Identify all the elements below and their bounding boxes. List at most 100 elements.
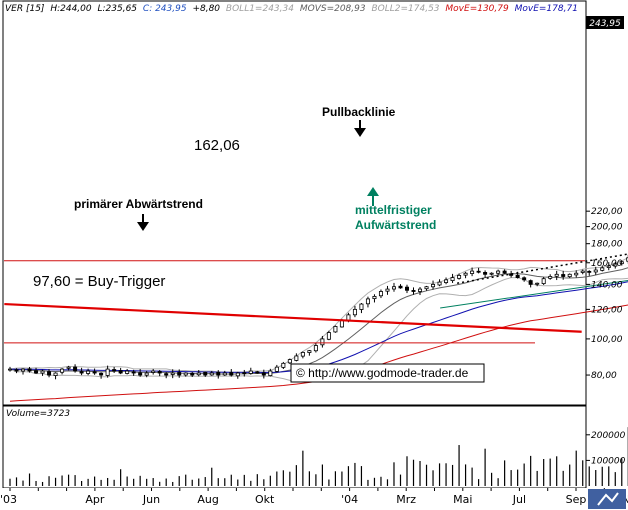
candle <box>554 270 559 281</box>
time-tick-label: Apr <box>85 493 105 506</box>
candle-body <box>261 372 266 376</box>
candle <box>528 279 533 288</box>
candle <box>470 267 475 277</box>
candle-body <box>626 257 628 262</box>
candle <box>535 282 540 287</box>
candle <box>457 273 462 280</box>
candle <box>177 369 182 378</box>
time-tick-label: Jun <box>142 493 160 506</box>
copyright-text: © http://www.godmode-trader.de <box>296 366 469 380</box>
candle <box>248 367 253 375</box>
volume-bars <box>9 427 628 486</box>
candle <box>274 364 279 373</box>
candle <box>561 270 566 280</box>
moving-average-slow-line <box>9 304 628 402</box>
price-tick-label: 160,00 <box>591 259 623 269</box>
candle-body <box>79 371 84 374</box>
candle-body <box>359 303 364 310</box>
candle-body <box>144 372 149 376</box>
candle-body <box>27 368 32 372</box>
candle-body <box>535 282 540 285</box>
candle-body <box>587 270 592 273</box>
volume-tick-label: 200000 <box>591 431 626 441</box>
candle <box>541 276 546 286</box>
candle-body <box>313 345 318 352</box>
candle-body <box>53 372 58 376</box>
uptrend-label-2: Aufwärtstrend <box>355 218 436 232</box>
candle <box>196 370 201 377</box>
volume-title: Volume=3723 <box>6 409 70 419</box>
candle <box>21 368 26 375</box>
candle-body <box>365 298 370 305</box>
candle-body <box>418 288 423 292</box>
candle <box>313 342 318 353</box>
volume-axis: 200000 100000 <box>586 431 626 466</box>
candle <box>489 272 494 276</box>
candle <box>183 372 188 377</box>
candle-body <box>437 281 442 286</box>
candle-body <box>496 270 501 274</box>
candle-body <box>489 272 494 275</box>
candle <box>235 371 240 379</box>
candle <box>606 262 611 271</box>
candle <box>418 287 423 296</box>
candle-body <box>352 308 357 316</box>
candle-body <box>333 326 338 333</box>
candle-body <box>528 280 533 285</box>
candle-body <box>40 370 45 374</box>
candle-body <box>216 371 221 376</box>
candle <box>151 368 156 375</box>
time-tick-label: Mai <box>453 493 472 506</box>
pullback-arrow <box>354 120 366 137</box>
candles <box>7 254 628 380</box>
candle <box>522 276 527 282</box>
candle-body <box>235 372 240 377</box>
candle-body <box>92 371 97 374</box>
bollinger-upper-line <box>9 257 628 373</box>
candle <box>294 353 299 362</box>
candle <box>99 372 104 379</box>
candle-body <box>509 273 514 276</box>
candle-body <box>405 286 410 291</box>
time-tick-label: Okt <box>255 493 275 506</box>
candle <box>164 372 169 379</box>
candle-body <box>431 283 436 288</box>
candle <box>300 351 305 359</box>
last-price-tag: 243,95 <box>586 16 624 29</box>
candle-body <box>593 269 598 273</box>
candle-body <box>248 370 253 374</box>
candle <box>431 280 436 290</box>
candle <box>483 270 488 278</box>
candle-body <box>515 274 520 278</box>
uptrend-line <box>440 279 628 309</box>
price-tick-label: 140,00 <box>591 280 623 290</box>
candle <box>281 361 286 369</box>
candle-body <box>541 278 546 284</box>
pullback-label: Pullbacklinie <box>322 105 396 119</box>
candle-body <box>619 261 624 265</box>
candle-body <box>470 270 475 274</box>
candle-body <box>606 265 611 268</box>
candle-body <box>483 271 488 275</box>
candle <box>405 284 410 294</box>
candle-body <box>7 368 12 371</box>
candle <box>385 285 390 295</box>
candle-body <box>398 285 403 289</box>
bollinger-lower-line <box>9 277 628 383</box>
chart-corner-icon[interactable] <box>588 489 626 509</box>
candle <box>203 371 208 377</box>
time-tick-label: Jul <box>512 493 526 506</box>
candle <box>14 368 19 374</box>
candle-body <box>209 372 214 376</box>
candle <box>190 371 195 377</box>
price-tick-label: 220,00 <box>591 207 623 217</box>
time-tick-label: Mrz <box>396 493 416 506</box>
candle-body <box>385 288 390 292</box>
candle <box>333 325 338 333</box>
candle-body <box>411 290 416 292</box>
candle-body <box>105 368 110 376</box>
candle <box>112 366 117 374</box>
header-change: +8,80 <box>192 4 220 14</box>
candle <box>118 367 123 375</box>
header-low: L:235,65 <box>97 4 137 14</box>
